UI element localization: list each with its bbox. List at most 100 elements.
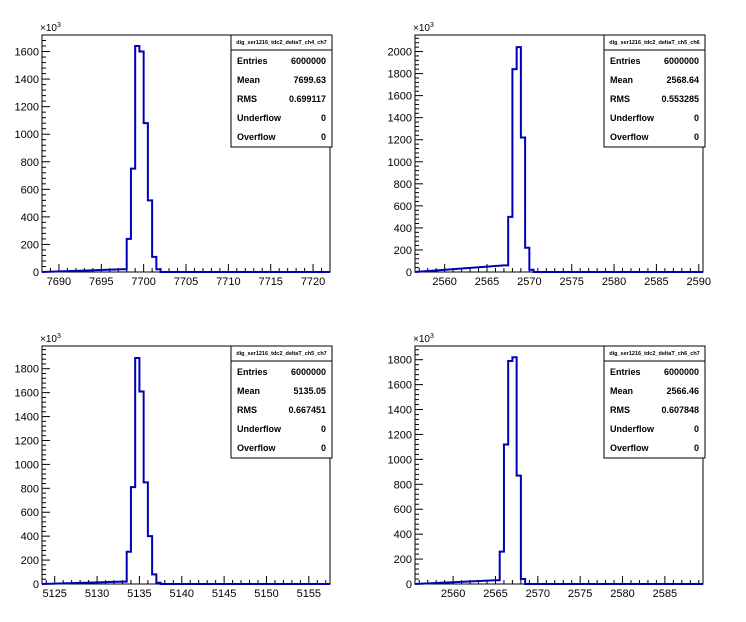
x-tick-label: 5125 xyxy=(42,588,66,600)
y-tick-label: 1800 xyxy=(388,69,412,81)
stats-value-rms: 0.699117 xyxy=(289,94,326,104)
y-tick-label: 1200 xyxy=(15,102,39,114)
x-tick-label: 2570 xyxy=(526,588,550,600)
y-tick-label: 800 xyxy=(21,483,39,495)
x-tick-label: 2580 xyxy=(610,588,634,600)
x-tick-label: 2565 xyxy=(483,588,507,600)
stats-value-entries: 6000000 xyxy=(291,56,326,66)
stats-value-mean: 5135.05 xyxy=(293,386,326,396)
y-tick-label: 1200 xyxy=(388,135,412,147)
stats-value-mean: 2566.46 xyxy=(666,386,699,396)
x-tick-label: 2560 xyxy=(432,276,456,288)
y-tick-label: 1800 xyxy=(15,364,39,376)
y-tick-label: 0 xyxy=(406,267,412,279)
stats-value-entries: 6000000 xyxy=(291,367,326,377)
y-tick-label: 1200 xyxy=(15,435,39,447)
y-tick-label: 400 xyxy=(21,531,39,543)
stats-label-entries: Entries xyxy=(237,367,268,377)
stats-label-overflow: Overflow xyxy=(610,132,650,142)
stats-label-rms: RMS xyxy=(610,405,630,415)
histogram-panel-1: ×103 0 200 400 600 800 1000 1200 1400 1600 7690 769… xyxy=(15,22,333,288)
x-tick-label: 5130 xyxy=(85,588,109,600)
x-tick-label: 2575 xyxy=(559,276,583,288)
stats-value-mean: 7699.63 xyxy=(293,75,326,85)
x-tick-label: 7690 xyxy=(47,276,71,288)
y-tick-label: 400 xyxy=(21,212,39,224)
y-multiplier-label: ×103 xyxy=(40,333,61,345)
y-tick-label: 600 xyxy=(21,507,39,519)
stats-box: dig_ser1216_tdc2_deltaT_ch6_ch7 Entries 60… xyxy=(603,345,706,459)
y-tick-label: 2000 xyxy=(388,47,412,59)
y-tick-label: 400 xyxy=(394,223,412,235)
x-tick-label: 2570 xyxy=(517,276,541,288)
x-tick-label: 5140 xyxy=(170,588,194,600)
x-tick-label: 2585 xyxy=(644,276,668,288)
y-tick-label: 1400 xyxy=(15,412,39,424)
y-tick-label: 600 xyxy=(21,184,39,196)
y-tick-label: 1000 xyxy=(15,129,39,141)
stats-value-overflow: 0 xyxy=(694,132,699,142)
histogram-series xyxy=(41,45,330,273)
y-multiplier-label: ×103 xyxy=(413,22,434,34)
y-tick-label: 1600 xyxy=(15,388,39,400)
stats-box-frame xyxy=(230,345,333,459)
y-tick-label: 1400 xyxy=(15,74,39,86)
y-tick-label: 1600 xyxy=(15,47,39,59)
y-tick-label: 800 xyxy=(394,179,412,191)
y-tick-label: 400 xyxy=(394,529,412,541)
histogram-panel-3: ×103 0 200 400 600 800 1000 1200 1400 1600 1800 512… xyxy=(15,333,333,600)
x-tick-label: 5135 xyxy=(127,588,151,600)
stats-value-underflow: 0 xyxy=(694,113,699,123)
stats-label-overflow: Overflow xyxy=(237,443,277,453)
x-tick-label: 7700 xyxy=(131,276,155,288)
y-tick-label: 1600 xyxy=(388,380,412,392)
stats-title: dig_ser1216_tdc2_deltaT_ch4_ch7 xyxy=(236,40,327,46)
stats-value-mean: 2568.64 xyxy=(666,75,699,85)
y-tick-label: 600 xyxy=(394,201,412,213)
x-tick-label: 2585 xyxy=(653,588,677,600)
stats-value-underflow: 0 xyxy=(694,424,699,434)
stats-label-overflow: Overflow xyxy=(610,443,650,453)
x-tick-label: 5150 xyxy=(254,588,278,600)
stats-value-rms: 0.667451 xyxy=(288,405,326,415)
y-tick-label: 600 xyxy=(394,504,412,516)
stats-title: dig_ser1216_tdc2_deltaT_ch5_ch6 xyxy=(609,40,700,46)
y-tick-label: 800 xyxy=(21,157,39,169)
x-tick-label: 2560 xyxy=(441,588,465,600)
stats-label-underflow: Underflow xyxy=(610,424,655,434)
y-tick-label: 200 xyxy=(21,555,39,567)
stats-box-frame xyxy=(603,345,706,459)
stats-label-mean: Mean xyxy=(610,386,633,396)
stats-value-entries: 6000000 xyxy=(664,367,699,377)
stats-label-mean: Mean xyxy=(610,75,633,85)
y-tick-label: 200 xyxy=(394,554,412,566)
stats-title: dig_ser1216_tdc2_deltaT_ch6_ch7 xyxy=(609,351,700,357)
x-tick-label: 5155 xyxy=(297,588,321,600)
y-tick-label: 800 xyxy=(394,479,412,491)
stats-box: dig_ser1216_tdc2_deltaT_ch5_ch6 Entries 60… xyxy=(603,34,706,148)
x-tick-label: 2575 xyxy=(568,588,592,600)
y-tick-label: 1200 xyxy=(388,429,412,441)
y-multiplier-label: ×103 xyxy=(40,22,61,34)
y-tick-label: 1600 xyxy=(388,91,412,103)
stats-value-rms: 0.553285 xyxy=(661,94,699,104)
stats-label-underflow: Underflow xyxy=(237,424,282,434)
y-tick-label: 0 xyxy=(33,579,39,591)
stats-value-overflow: 0 xyxy=(321,443,326,453)
x-tick-label: 2565 xyxy=(475,276,499,288)
stats-box-frame xyxy=(603,34,706,148)
stats-value-overflow: 0 xyxy=(321,132,326,142)
stats-title: dig_ser1216_tdc2_deltaT_ch5_ch7 xyxy=(236,351,327,357)
y-tick-label: 1000 xyxy=(388,157,412,169)
x-tick-label: 2580 xyxy=(602,276,626,288)
y-tick-label: 200 xyxy=(21,239,39,251)
stats-label-underflow: Underflow xyxy=(610,113,655,123)
stats-value-entries: 6000000 xyxy=(664,56,699,66)
stats-label-rms: RMS xyxy=(237,94,257,104)
stats-label-rms: RMS xyxy=(610,94,630,104)
y-tick-label: 0 xyxy=(406,579,412,591)
x-tick-label: 7715 xyxy=(258,276,282,288)
stats-box: dig_ser1216_tdc2_deltaT_ch5_ch7 Entries 60… xyxy=(230,345,333,459)
x-tick-label: 7710 xyxy=(216,276,240,288)
